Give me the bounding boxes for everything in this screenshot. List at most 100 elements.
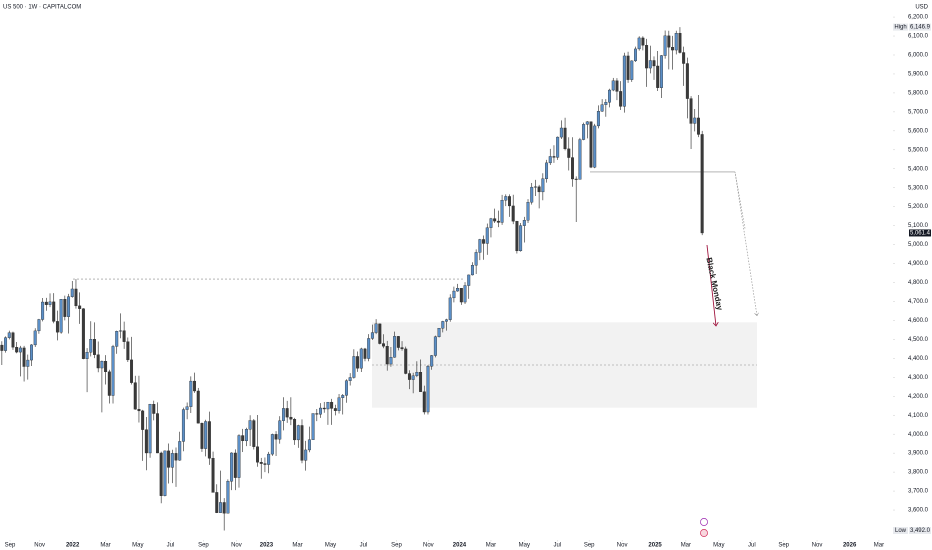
candle-body [604, 102, 608, 105]
candle-body [637, 37, 641, 50]
candle-body [322, 407, 326, 410]
candle-body [137, 408, 141, 412]
candle-body [148, 404, 152, 454]
candle-body [341, 395, 345, 398]
candle-body [315, 413, 319, 415]
candle-body [508, 196, 511, 207]
candle-body [133, 382, 137, 410]
price-label-box [909, 229, 931, 237]
candle-body [619, 91, 623, 107]
candle-body [55, 321, 59, 333]
candle-body [552, 156, 556, 158]
y-tick-label: 5,500.0 [908, 147, 929, 153]
x-tick-label: May [132, 543, 143, 549]
candle-body [15, 346, 19, 353]
y-tick-label: 4,800.0 [908, 280, 929, 286]
candle-body [252, 420, 256, 447]
candle-body [630, 60, 634, 80]
y-tick-label: 5,000.0 [908, 242, 929, 248]
candle-body [567, 148, 571, 158]
x-tick-label: May [519, 543, 530, 549]
candle-body [648, 60, 652, 69]
x-tick-label: Mar [292, 543, 302, 549]
candle-body [571, 157, 574, 180]
candle-body [700, 134, 704, 234]
y-tick-label: 4,200.0 [908, 394, 929, 400]
candle-body [193, 380, 197, 392]
candle-body [363, 348, 367, 359]
candle-body [378, 323, 382, 344]
candle-body [122, 330, 126, 342]
candle-body [256, 446, 259, 463]
candle-body [385, 346, 389, 365]
candle-body [163, 450, 167, 496]
candle-body [467, 274, 471, 286]
candle-body [482, 239, 486, 244]
candle-body [78, 305, 82, 309]
candle-body [222, 502, 226, 514]
candle-body [289, 416, 293, 420]
candle-body [448, 297, 452, 320]
candle-body [463, 285, 467, 303]
x-tick-label: Jul [360, 543, 368, 549]
candle-body [441, 321, 445, 329]
y-tick-label: 6,000.0 [908, 53, 929, 59]
candle-body [382, 343, 385, 347]
candle-body [659, 55, 663, 88]
candle-body [241, 435, 245, 442]
candle-body [589, 121, 593, 168]
candle-body [285, 408, 289, 418]
candle-body [4, 337, 8, 351]
candle-body [596, 111, 600, 127]
candle-body [474, 252, 478, 266]
x-tick-label: Sep [5, 543, 16, 549]
candle-body [359, 348, 363, 369]
candle-body [696, 117, 700, 135]
candle-body [559, 127, 563, 138]
event-icon[interactable] [700, 518, 708, 526]
candle-body [563, 127, 567, 150]
candle-body [478, 239, 482, 253]
candle-body [37, 319, 41, 332]
x-tick-label: Jul [553, 543, 561, 549]
candle-body [496, 220, 500, 223]
candle-body [522, 220, 526, 226]
event-icon[interactable] [700, 529, 708, 537]
x-tick-label: May [325, 543, 336, 549]
annotation-arrow [706, 244, 716, 326]
price-label-tag [893, 527, 908, 535]
candle-body [333, 408, 337, 411]
x-tick-label: 2022 [66, 543, 80, 549]
y-tick-label: 3,900.0 [908, 451, 929, 457]
projection-path [734, 171, 757, 316]
annotations-back [73, 171, 757, 408]
candle-body [356, 356, 360, 369]
candle-body [459, 288, 463, 303]
candle-body [211, 458, 215, 493]
y-tick-label: 5,200.0 [908, 204, 929, 210]
candle-body [400, 347, 404, 350]
price-label-box [909, 23, 931, 31]
candle-body [608, 89, 612, 103]
candle-body [311, 413, 315, 440]
candle-body [485, 227, 489, 244]
candle-body [407, 373, 411, 380]
candle-body [548, 156, 552, 164]
candle-body [233, 452, 237, 478]
candle-body [374, 323, 378, 333]
x-tick-label: Mar [100, 543, 110, 549]
candle-body [645, 45, 649, 69]
candle-body [170, 453, 174, 468]
candle-body [530, 186, 534, 203]
x-tick-label: Sep [584, 543, 595, 549]
y-tick-label: 4,500.0 [908, 337, 929, 343]
candle-body [26, 359, 30, 367]
x-tick-label: Mar [681, 543, 691, 549]
candle-body [226, 481, 230, 514]
candle-body [526, 202, 530, 221]
candle-body [81, 308, 85, 359]
candle-body [96, 354, 100, 369]
candle-body [244, 429, 248, 442]
candle-body [626, 55, 630, 80]
